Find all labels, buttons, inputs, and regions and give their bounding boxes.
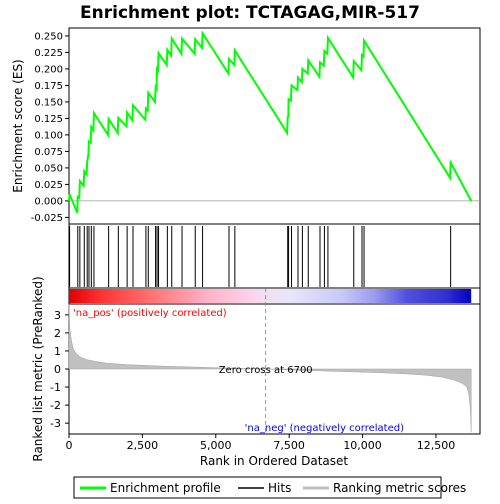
es-y-tick-label: 0.025 — [34, 180, 63, 191]
negative-correlation-label: 'na_neg' (negatively correlated) — [245, 423, 404, 434]
es-y-tick-label: 0.150 — [34, 97, 63, 108]
enrichment-profile-line — [68, 30, 473, 214]
zero-cross-label: Zero cross at 6700 — [219, 365, 313, 376]
x-tick-label: 10,000 — [343, 439, 382, 452]
es-y-tick-label: 0.050 — [34, 163, 63, 174]
es-y-tick-label: 0.000 — [34, 196, 63, 207]
es-panel-frame — [68, 27, 481, 225]
chart-title: Enrichment plot: TCTAGAG,MIR-517 — [80, 3, 420, 23]
legend: Enrichment profile Hits Ranking metric s… — [73, 476, 466, 499]
es-y-tick-label: 0.225 — [34, 48, 63, 59]
x-axis: 0 2,500 5,000 7,500 10,000 12,500 — [66, 434, 456, 452]
positive-correlation-label: 'na_pos' (positively correlated) — [73, 308, 227, 319]
hits-panel-frame — [68, 223, 481, 289]
metric-panel: -3 -2 -1 0 1 2 3 Zero cross at 6700 'na_pos' (… — [31, 276, 481, 468]
es-y-tick-label: -0.025 — [31, 213, 63, 224]
metric-y-tick-label: -3 — [50, 417, 61, 430]
x-tick-label: 7,500 — [273, 439, 305, 452]
legend-ranking-label: Ranking metric scores — [333, 481, 466, 495]
rank-gradient — [69, 289, 472, 303]
es-y-tick-label: 0.100 — [34, 130, 63, 141]
es-panel: -0.025 0.000 0.025 0.050 0.075 0.100 0.125 0.15… — [11, 27, 481, 225]
es-y-tick-label: 0.250 — [34, 31, 63, 42]
metric-y-tick-label: -1 — [50, 381, 61, 394]
hits-panel — [68, 223, 481, 289]
metric-y-tick-label: 1 — [54, 345, 61, 358]
es-y-tick-label: 0.200 — [34, 64, 63, 75]
es-y-tick-label: 0.075 — [34, 147, 63, 158]
x-tick-label: 5,000 — [200, 439, 232, 452]
metric-y-tick-label: -2 — [50, 399, 61, 412]
x-axis-label: Rank in Ordered Dataset — [200, 454, 348, 468]
x-tick-label: 0 — [66, 439, 73, 452]
es-y-tick-label: 0.175 — [34, 81, 63, 92]
x-tick-label: 12,500 — [417, 439, 456, 452]
legend-enrichment-label: Enrichment profile — [110, 481, 221, 495]
rank-color-bar — [68, 287, 481, 305]
metric-y-tick-label: 0 — [54, 363, 61, 376]
hit-markers — [69, 226, 452, 287]
x-tick-label: 2,500 — [127, 439, 159, 452]
es-y-axis: -0.025 0.000 0.025 0.050 0.075 0.100 0.125 0.15… — [31, 31, 69, 224]
metric-y-tick-label: 3 — [54, 309, 61, 322]
metric-y-axis-label: Ranked list metric (PreRanked) — [31, 276, 45, 461]
metric-y-tick-label: 2 — [54, 327, 61, 340]
metric-y-axis: -3 -2 -1 0 1 2 3 — [50, 309, 69, 430]
legend-hits-label: Hits — [268, 481, 291, 495]
es-y-axis-label: Enrichment score (ES) — [11, 59, 25, 192]
es-y-tick-label: 0.125 — [34, 114, 63, 125]
